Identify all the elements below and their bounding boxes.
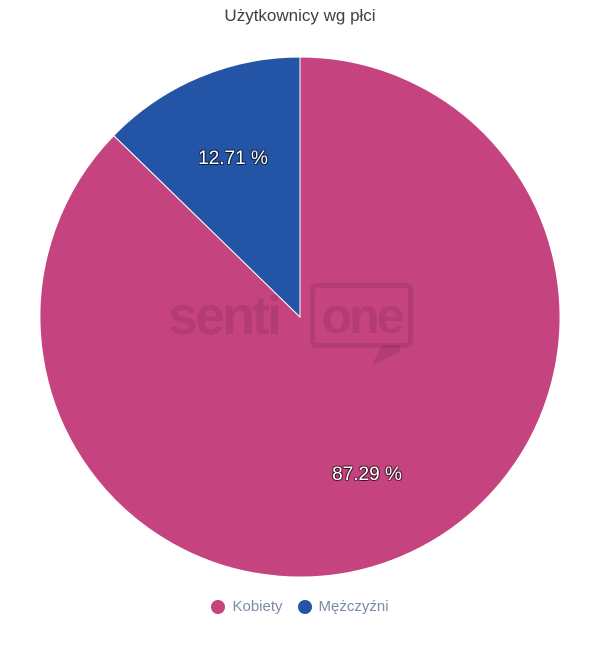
legend-item-mezczyzni[interactable]: Mężczyźni bbox=[297, 598, 389, 615]
legend-label-kobiety: Kobiety bbox=[232, 598, 283, 615]
pie-slice-mezczyzni[interactable] bbox=[113, 56, 301, 319]
legend-dot-mezczyzni bbox=[297, 599, 312, 614]
legend-item-kobiety[interactable]: Kobiety bbox=[211, 598, 283, 615]
legend-label-mezczyzni: Mężczyźni bbox=[318, 598, 389, 615]
legend: Kobiety Mężczyźni bbox=[0, 598, 600, 615]
legend-dot-kobiety bbox=[211, 599, 226, 614]
chart-title: Użytkownicy wg płci bbox=[224, 6, 376, 25]
